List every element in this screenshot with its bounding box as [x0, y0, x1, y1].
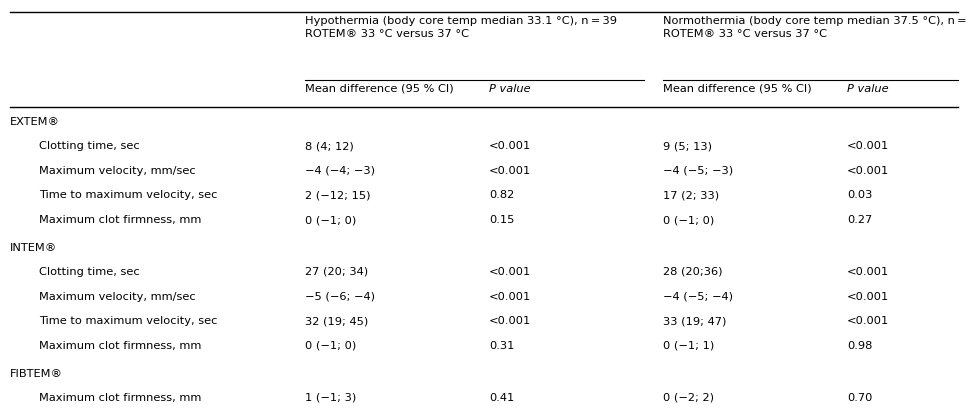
Text: 0.03: 0.03 — [847, 190, 872, 200]
Text: <0.001: <0.001 — [489, 292, 531, 302]
Text: FIBTEM®: FIBTEM® — [10, 369, 63, 379]
Text: Hypothermia (body core temp median 33.1 °C), n = 39
ROTEM® 33 °C versus 37 °C: Hypothermia (body core temp median 33.1 … — [305, 16, 617, 39]
Text: 28 (20;36): 28 (20;36) — [663, 267, 722, 277]
Text: −4 (−4; −3): −4 (−4; −3) — [305, 166, 375, 176]
Text: 0.70: 0.70 — [847, 393, 872, 403]
Text: 32 (19; 45): 32 (19; 45) — [305, 316, 368, 326]
Text: P value: P value — [489, 84, 530, 94]
Text: 0 (−1; 1): 0 (−1; 1) — [663, 341, 714, 351]
Text: 27 (20; 34): 27 (20; 34) — [305, 267, 368, 277]
Text: 1 (−1; 3): 1 (−1; 3) — [305, 393, 356, 403]
Text: Normothermia (body core temp median 37.5 °C), n = 36
ROTEM® 33 °C versus 37 °C: Normothermia (body core temp median 37.5… — [663, 16, 968, 39]
Text: 8 (4; 12): 8 (4; 12) — [305, 141, 353, 151]
Text: 0.98: 0.98 — [847, 341, 872, 351]
Text: <0.001: <0.001 — [489, 166, 531, 176]
Text: Clotting time, sec: Clotting time, sec — [39, 267, 139, 277]
Text: 0.82: 0.82 — [489, 190, 514, 200]
Text: <0.001: <0.001 — [847, 316, 890, 326]
Text: <0.001: <0.001 — [847, 166, 890, 176]
Text: Maximum clot firmness, mm: Maximum clot firmness, mm — [39, 393, 201, 403]
Text: 17 (2; 33): 17 (2; 33) — [663, 190, 719, 200]
Text: INTEM®: INTEM® — [10, 243, 57, 253]
Text: <0.001: <0.001 — [489, 267, 531, 277]
Text: 0 (−1; 0): 0 (−1; 0) — [305, 341, 356, 351]
Text: 9 (5; 13): 9 (5; 13) — [663, 141, 712, 151]
Text: 0.15: 0.15 — [489, 215, 514, 225]
Text: −4 (−5; −4): −4 (−5; −4) — [663, 292, 733, 302]
Text: Time to maximum velocity, sec: Time to maximum velocity, sec — [39, 316, 217, 326]
Text: 0.31: 0.31 — [489, 341, 514, 351]
Text: EXTEM®: EXTEM® — [10, 117, 60, 127]
Text: Mean difference (95 % CI): Mean difference (95 % CI) — [663, 84, 812, 94]
Text: Time to maximum velocity, sec: Time to maximum velocity, sec — [39, 190, 217, 200]
Text: P value: P value — [847, 84, 889, 94]
Text: −4 (−5; −3): −4 (−5; −3) — [663, 166, 733, 176]
Text: <0.001: <0.001 — [847, 292, 890, 302]
Text: Maximum velocity, mm/sec: Maximum velocity, mm/sec — [39, 166, 196, 176]
Text: Maximum clot firmness, mm: Maximum clot firmness, mm — [39, 215, 201, 225]
Text: 33 (19; 47): 33 (19; 47) — [663, 316, 726, 326]
Text: −5 (−6; −4): −5 (−6; −4) — [305, 292, 375, 302]
Text: 0.41: 0.41 — [489, 393, 514, 403]
Text: <0.001: <0.001 — [489, 141, 531, 151]
Text: 0.27: 0.27 — [847, 215, 872, 225]
Text: 0 (−1; 0): 0 (−1; 0) — [305, 215, 356, 225]
Text: Maximum clot firmness, mm: Maximum clot firmness, mm — [39, 341, 201, 351]
Text: Clotting time, sec: Clotting time, sec — [39, 141, 139, 151]
Text: 2 (−12; 15): 2 (−12; 15) — [305, 190, 371, 200]
Text: <0.001: <0.001 — [847, 141, 890, 151]
Text: <0.001: <0.001 — [489, 316, 531, 326]
Text: Mean difference (95 % CI): Mean difference (95 % CI) — [305, 84, 454, 94]
Text: <0.001: <0.001 — [847, 267, 890, 277]
Text: 0 (−1; 0): 0 (−1; 0) — [663, 215, 714, 225]
Text: Maximum velocity, mm/sec: Maximum velocity, mm/sec — [39, 292, 196, 302]
Text: 0 (−2; 2): 0 (−2; 2) — [663, 393, 714, 403]
